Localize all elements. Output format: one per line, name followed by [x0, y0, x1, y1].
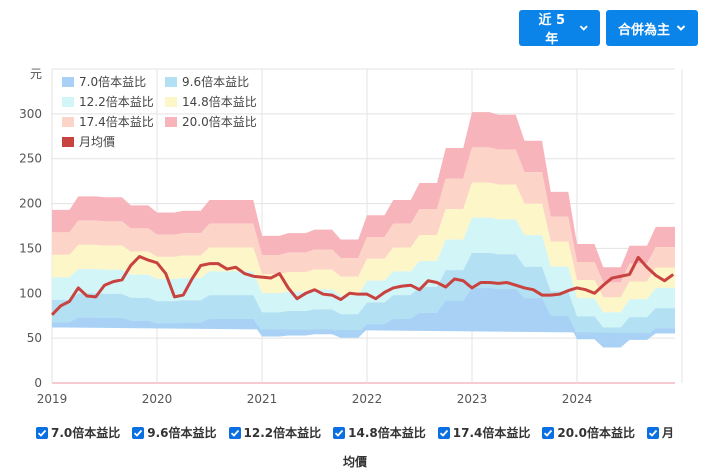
y-axis-unit: 元 — [30, 67, 42, 81]
y-tick-label: 100 — [19, 286, 42, 300]
series-toggle-1[interactable]: 9.6倍本益比 — [132, 420, 217, 446]
y-tick-label: 150 — [19, 241, 42, 255]
pe-band-20.0倍本益比 — [52, 112, 675, 283]
chart-axes: 元 0 50 100 150 200 250 300 2019 2020 2021 2022 2023 2… — [19, 67, 592, 406]
x-tick-label: 2021 — [247, 392, 278, 406]
series-toggle-legend: 7.0倍本益比 9.6倍本益比 12.2倍本益比 14.8倍本益比 17.4倍本益比 20… — [0, 420, 710, 475]
checkbox-checked-icon[interactable] — [542, 427, 555, 439]
checkbox-checked-icon[interactable] — [646, 427, 659, 439]
toolbar: 近 5 年 合併為主 — [519, 10, 698, 47]
legend-swatch — [165, 97, 177, 107]
legend-label: 9.6倍本益比 — [182, 74, 249, 89]
series-toggle-4[interactable]: 17.4倍本益比 — [437, 420, 531, 446]
basis-dropdown-label: 合併為主 — [618, 22, 671, 38]
period-dropdown-label: 近 5 年 — [538, 13, 566, 47]
checkbox-checked-icon[interactable] — [437, 427, 450, 439]
series-toggle-6[interactable]: 月 — [646, 420, 674, 446]
legend-wrap-text: 均價 — [342, 455, 367, 469]
legend-swatch — [62, 77, 74, 87]
series-toggle-5[interactable]: 20.0倍本益比 — [542, 420, 635, 446]
pe-band-14.8倍本益比 — [52, 182, 675, 313]
chart-legend: 7.0倍本益比 9.6倍本益比 12.2倍本益比 14.8倍本益比 17.4倍本益比 20… — [62, 74, 257, 149]
chevron-down-icon — [579, 25, 588, 31]
pe-band-7.0倍本益比 — [52, 288, 675, 343]
pe-band-9.6倍本益比 — [52, 252, 675, 343]
legend-swatch — [62, 117, 74, 127]
pe-bands — [52, 112, 675, 348]
checkbox-checked-icon[interactable] — [333, 427, 346, 439]
pe-band-7x — [52, 288, 675, 348]
legend-label: 月均價 — [79, 135, 115, 149]
checkbox-checked-icon[interactable] — [132, 427, 145, 439]
series-toggle-3[interactable]: 14.8倍本益比 — [333, 420, 426, 446]
pe-band-12.2倍本益比 — [52, 217, 675, 328]
series-toggle-label: 12.2倍本益比 — [243, 426, 322, 440]
basis-dropdown[interactable]: 合併為主 — [606, 10, 698, 46]
legend-label: 14.8倍本益比 — [182, 94, 257, 109]
legend-label: 20.0倍本益比 — [182, 114, 257, 129]
legend-swatch — [62, 137, 74, 147]
checkbox-checked-icon[interactable] — [228, 427, 241, 439]
series-toggle-0[interactable]: 7.0倍本益比 — [36, 420, 120, 446]
chevron-down-icon — [676, 25, 686, 31]
price-line — [50, 255, 675, 316]
legend-label: 12.2倍本益比 — [79, 94, 154, 109]
x-tick-label: 2020 — [142, 392, 173, 406]
pe-river-chart: 元 0 50 100 150 200 250 300 2019 2020 2021 2022 2023 2… — [19, 67, 683, 406]
legend-label: 17.4倍本益比 — [79, 114, 154, 129]
pe-band-17.4倍本益比 — [52, 147, 675, 298]
y-tick-label: 300 — [19, 107, 42, 121]
x-tick-label: 2022 — [352, 392, 383, 406]
y-tick-label: 250 — [19, 152, 42, 166]
y-tick-label: 200 — [19, 197, 42, 211]
legend-swatch — [165, 117, 177, 127]
series-toggle-label: 7.0倍本益比 — [51, 426, 121, 440]
series-toggle-label: 9.6倍本益比 — [147, 426, 217, 440]
legend-label: 7.0倍本益比 — [79, 74, 146, 89]
y-tick-label: 0 — [34, 376, 42, 390]
series-toggle-label: 20.0倍本益比 — [557, 426, 635, 440]
series-toggle-label: 月 — [661, 426, 674, 440]
x-tick-label: 2024 — [562, 392, 593, 406]
period-dropdown[interactable]: 近 5 年 — [519, 10, 600, 47]
x-tick-label: 2019 — [37, 392, 68, 406]
series-toggle-label: 14.8倍本益比 — [348, 426, 426, 440]
monthly-price-line — [50, 255, 675, 316]
y-tick-label: 50 — [27, 331, 42, 345]
legend-swatch — [165, 77, 177, 87]
checkbox-checked-icon[interactable] — [36, 427, 48, 439]
series-toggle-2[interactable]: 12.2倍本益比 — [228, 420, 322, 446]
x-tick-label: 2023 — [457, 392, 488, 406]
series-toggle-label: 17.4倍本益比 — [452, 426, 531, 440]
legend-swatch — [62, 97, 74, 107]
